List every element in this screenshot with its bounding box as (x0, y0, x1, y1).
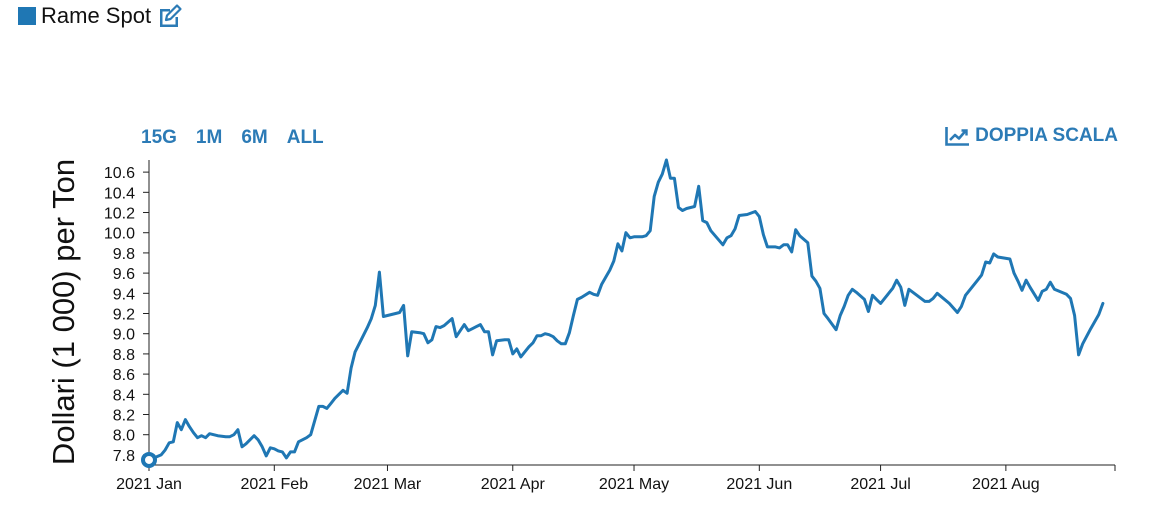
x-tick-label: 2021 Apr (481, 476, 546, 493)
legend-swatch (18, 7, 36, 25)
y-tick-label: 8.4 (113, 387, 135, 404)
x-tick-label: 2021 Jan (116, 476, 182, 493)
y-tick-label: 9.6 (113, 266, 135, 283)
y-tick-label: 9.4 (113, 286, 135, 303)
x-tick-label: 2021 Mar (354, 476, 422, 493)
y-tick-label: 9.8 (113, 246, 135, 263)
y-axis-label: Dollari (1 000) per Ton (46, 159, 81, 465)
x-tick-label: 2021 May (599, 476, 669, 493)
range-6m-button[interactable]: 6M (241, 127, 268, 148)
legend: Rame Spot (18, 2, 183, 30)
x-tick-label: 2021 Jun (726, 476, 792, 493)
dual-scale-label: DOPPIA SCALA (975, 125, 1118, 146)
line-chart-icon (945, 127, 970, 146)
series-line (147, 158, 1105, 462)
y-tick-label: 9.2 (113, 307, 135, 324)
edit-icon[interactable] (157, 3, 183, 29)
dual-scale-button[interactable]: DOPPIA SCALA (945, 124, 1118, 148)
legend-label: Rame Spot (41, 3, 152, 28)
x-tick-label: 2021 Aug (972, 476, 1040, 493)
y-tick-label: 8.0 (113, 428, 135, 445)
y-tick-label: 10.4 (104, 185, 135, 202)
range-selector: 15G 1M 6M ALL (141, 126, 324, 150)
y-tick-label: 10.0 (104, 226, 135, 243)
series-start-marker[interactable] (141, 451, 157, 468)
y-tick-label: 7.8 (113, 448, 135, 465)
range-all-button[interactable]: ALL (286, 127, 324, 148)
y-tick-label: 8.6 (113, 367, 135, 384)
range-15g-button[interactable]: 15G (141, 127, 177, 148)
y-tick-label: 10.2 (104, 206, 135, 223)
y-tick-label: 8.8 (113, 347, 135, 364)
y-tick-label: 9.0 (113, 327, 135, 344)
y-tick-label: 10.6 (104, 165, 135, 182)
x-tick-label: 2021 Feb (240, 476, 308, 493)
range-1m-button[interactable]: 1M (195, 127, 223, 148)
x-tick-label: 2021 Jul (850, 476, 911, 493)
y-tick-label: 8.2 (113, 408, 135, 425)
